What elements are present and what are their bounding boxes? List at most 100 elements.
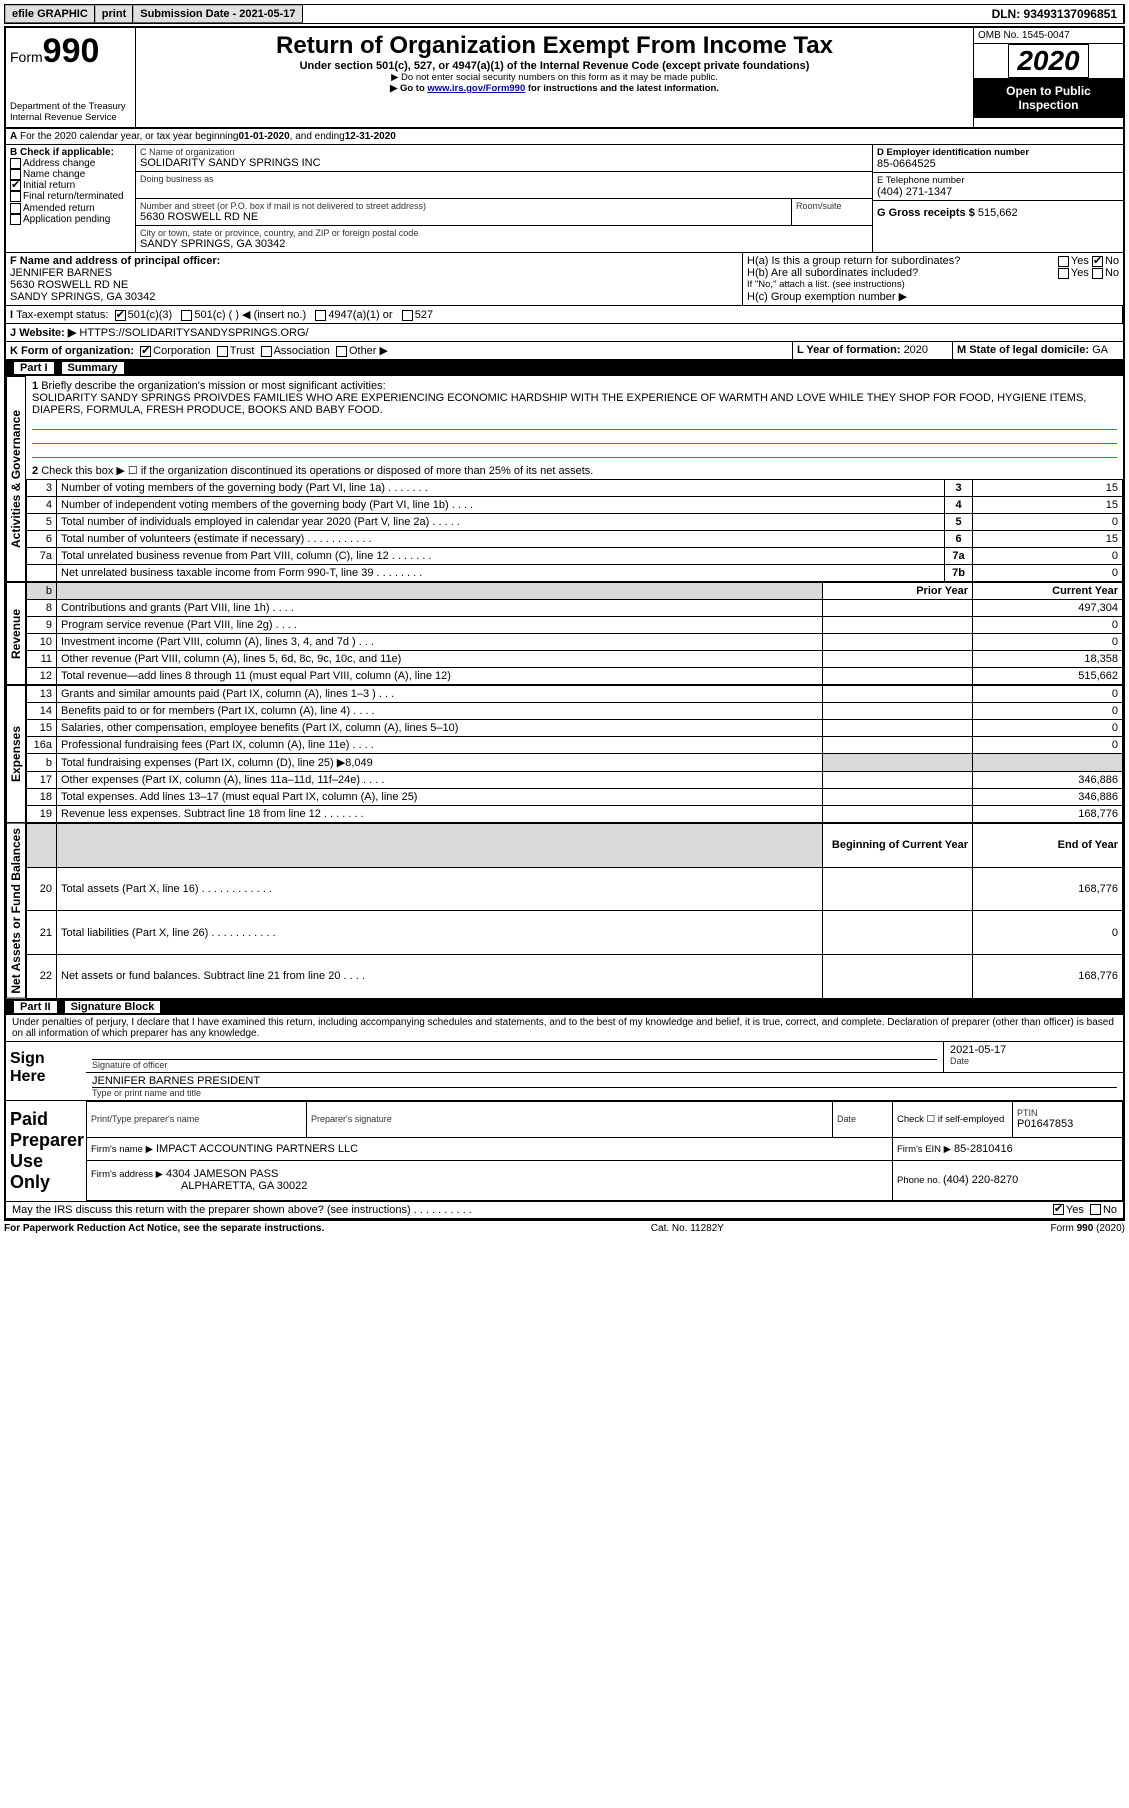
sig-date: 2021-05-17 [950, 1044, 1117, 1056]
form-number: Form990 [10, 32, 131, 71]
form-title: Return of Organization Exempt From Incom… [146, 32, 963, 60]
col-prior: Prior Year [823, 583, 973, 600]
line-number: 14 [27, 703, 57, 720]
current-value: 346,886 [973, 772, 1123, 789]
current-value: 168,776 [973, 806, 1123, 823]
ptin-value: P01647853 [1017, 1118, 1118, 1130]
org-name: SOLIDARITY SANDY SPRINGS INC [140, 157, 868, 169]
line-desc: Number of voting members of the governin… [57, 480, 945, 497]
line-number: 18 [27, 789, 57, 806]
officer-name: JENNIFER BARNES [10, 267, 738, 279]
line-desc: Net assets or fund balances. Subtract li… [57, 954, 823, 998]
tax-year: 2020 [1008, 44, 1088, 78]
footer-catno: Cat. No. 11282Y [651, 1223, 724, 1234]
submission-date-button[interactable]: Submission Date - 2021-05-17 [133, 5, 302, 23]
ein-value: 85-0664525 [877, 158, 1119, 170]
line-box: 7b [945, 565, 973, 582]
efile-button[interactable]: efile GRAPHIC [5, 5, 95, 23]
omb-number: OMB No. 1545-0047 [974, 28, 1123, 44]
line-box: 7a [945, 548, 973, 565]
line-number: 8 [27, 600, 57, 617]
current-value: 0 [973, 703, 1123, 720]
line-number: 7a [27, 548, 57, 565]
part2-header: Part IISignature Block [6, 999, 1123, 1015]
line-value: 15 [973, 531, 1123, 548]
tab-expenses: Expenses [6, 685, 26, 823]
prior-value [823, 668, 973, 685]
line-number: 4 [27, 497, 57, 514]
dln-label: DLN: 93493137096851 [986, 5, 1124, 23]
line-value: 0 [973, 565, 1123, 582]
line-desc: Number of independent voting members of … [57, 497, 945, 514]
prior-value [823, 634, 973, 651]
line-number: 10 [27, 634, 57, 651]
tab-revenue: Revenue [6, 582, 26, 685]
line-number: b [27, 754, 57, 772]
line-number: 21 [27, 911, 57, 955]
current-value: 0 [973, 720, 1123, 737]
line-desc: Total number of individuals employed in … [57, 514, 945, 531]
line-number: 3 [27, 480, 57, 497]
line-number: 11 [27, 651, 57, 668]
col-begin: Beginning of Current Year [823, 824, 973, 868]
line-number: 13 [27, 686, 57, 703]
prior-value [823, 617, 973, 634]
current-value: 0 [973, 686, 1123, 703]
line-number: 19 [27, 806, 57, 823]
line-number: 6 [27, 531, 57, 548]
current-value: 0 [973, 737, 1123, 754]
tab-netassets: Net Assets or Fund Balances [6, 823, 26, 999]
officer-name-title: JENNIFER BARNES PRESIDENT [92, 1075, 1117, 1088]
warn-ssn: ▶ Do not enter social security numbers o… [146, 72, 963, 83]
year-formed: 2020 [904, 344, 928, 356]
line-desc: Grants and similar amounts paid (Part IX… [57, 686, 823, 703]
print-button[interactable]: print [95, 5, 133, 23]
line-desc: Total liabilities (Part X, line 26) . . … [57, 911, 823, 955]
end-value: 168,776 [973, 867, 1123, 911]
prior-value [823, 720, 973, 737]
begin-value [823, 954, 973, 998]
col-end: End of Year [973, 824, 1123, 868]
line-box: 3 [945, 480, 973, 497]
mission-text: SOLIDARITY SANDY SPRINGS PROIVDES FAMILI… [32, 392, 1086, 416]
part1-header: Part ISummary [6, 360, 1123, 376]
prior-value [823, 703, 973, 720]
line-desc: Investment income (Part VIII, column (A)… [57, 634, 823, 651]
line-number: 15 [27, 720, 57, 737]
current-value: 0 [973, 634, 1123, 651]
perjury-statement: Under penalties of perjury, I declare th… [6, 1015, 1123, 1041]
current-value [973, 754, 1123, 772]
line-box: 4 [945, 497, 973, 514]
current-value: 497,304 [973, 600, 1123, 617]
line-box: 5 [945, 514, 973, 531]
website-link[interactable]: HTTPS://SOLIDARITYSANDYSPRINGS.ORG/ [79, 327, 308, 339]
line-value: 15 [973, 497, 1123, 514]
form-container: Form990 Department of the Treasury Inter… [4, 26, 1125, 1220]
dba-value [140, 184, 868, 196]
line-number: 16a [27, 737, 57, 754]
sign-here-label: Sign Here [6, 1042, 86, 1100]
current-value: 0 [973, 617, 1123, 634]
prior-value [823, 686, 973, 703]
line-number: 12 [27, 668, 57, 685]
line-number: 5 [27, 514, 57, 531]
line-desc: Total unrelated business revenue from Pa… [57, 548, 945, 565]
line-desc: Total number of volunteers (estimate if … [57, 531, 945, 548]
begin-value [823, 911, 973, 955]
open-public-badge: Open to Public Inspection [974, 78, 1123, 118]
line-desc: Net unrelated business taxable income fr… [57, 565, 945, 582]
footer-formref: Form 990 (2020) [1051, 1223, 1125, 1234]
current-value: 346,886 [973, 789, 1123, 806]
prior-value [823, 737, 973, 754]
line-value: 0 [973, 548, 1123, 565]
paid-preparer-label: Paid Preparer Use Only [6, 1101, 86, 1201]
firm-ein: 85-2810416 [954, 1143, 1013, 1155]
line-number: 20 [27, 867, 57, 911]
line-desc: Total assets (Part X, line 16) . . . . .… [57, 867, 823, 911]
line-number [27, 565, 57, 582]
line-desc: Total revenue—add lines 8 through 11 (mu… [57, 668, 823, 685]
instructions-link[interactable]: www.irs.gov/Form990 [427, 83, 525, 94]
top-toolbar: efile GRAPHIC print Submission Date - 20… [4, 4, 1125, 24]
dept-label: Department of the Treasury Internal Reve… [10, 101, 131, 123]
prior-value [823, 772, 973, 789]
